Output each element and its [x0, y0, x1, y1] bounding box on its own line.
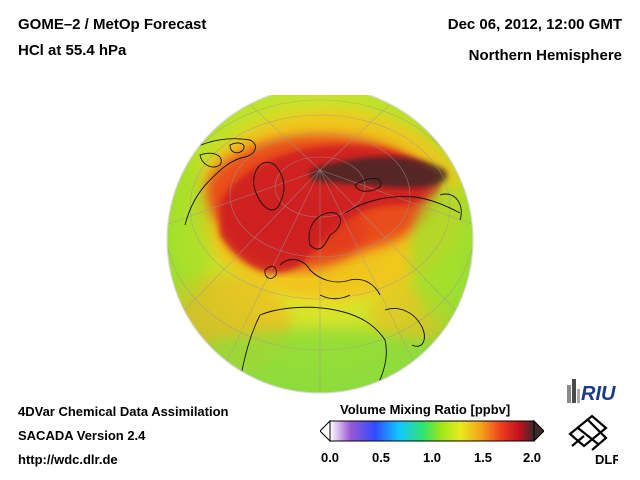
- hcl-field: [167, 95, 473, 393]
- map-subtitle: HCl at 55.4 hPa: [18, 42, 127, 59]
- coastlines: [169, 138, 462, 393]
- dlr-logo-text: DLR: [595, 452, 618, 467]
- colorbar-gradient: [329, 420, 535, 442]
- dlr-logo: DLR: [568, 414, 618, 467]
- region-label: Northern Hemisphere: [468, 47, 622, 64]
- colorbar-tick: 2.0: [522, 450, 542, 465]
- footer-line-1: 4DVar Chemical Data Assimilation: [18, 404, 229, 419]
- footer-line-2: SACADA Version 2.4: [18, 428, 146, 443]
- riu-logo: RIU: [567, 379, 616, 405]
- graticule: [167, 95, 473, 393]
- colorbar-high-arrow: [533, 419, 544, 443]
- map-title: GOME–2 / MetOp Forecast: [18, 16, 207, 33]
- colorbar-tick: 0.0: [320, 450, 340, 465]
- globe-map: [166, 95, 474, 394]
- riu-logo-text: RIU: [581, 383, 616, 405]
- colorbar-tick: 1.5: [473, 450, 493, 465]
- colorbar-title: Volume Mixing Ratio [ppbv]: [340, 402, 511, 417]
- colorbar-tick: 1.0: [422, 450, 442, 465]
- colorbar-tick: 0.5: [371, 450, 391, 465]
- forecast-date: Dec 06, 2012, 12:00 GMT: [447, 16, 622, 33]
- footer-url: http://wdc.dlr.de: [18, 452, 118, 467]
- colorbar-low-arrow: [320, 419, 331, 443]
- colorbar: [320, 419, 544, 443]
